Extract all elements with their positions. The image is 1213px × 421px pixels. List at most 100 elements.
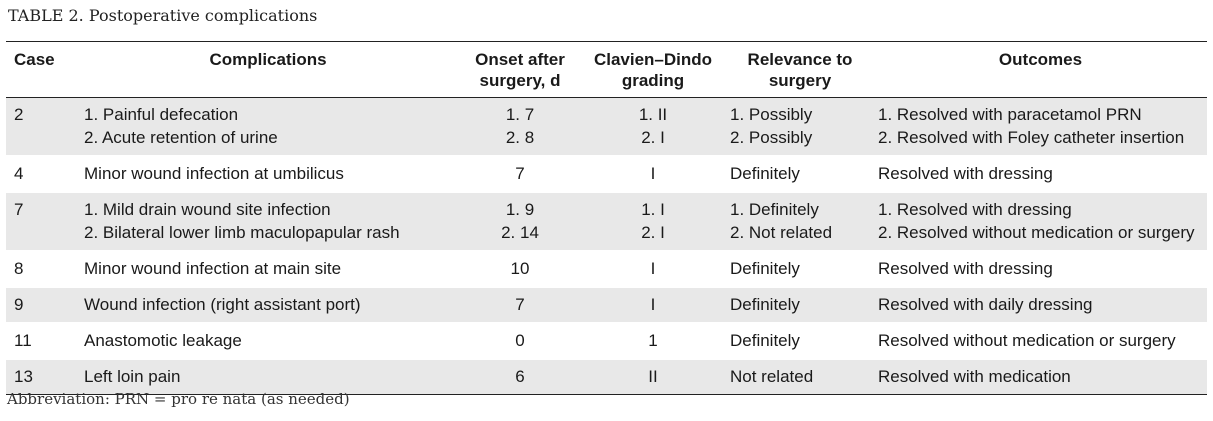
- header-case: Case: [6, 42, 80, 98]
- cell-onset: 10: [456, 250, 584, 287]
- table-row: 2 1. Painful defecation 2. Acute retention…: [6, 97, 1207, 157]
- cell-case: 2: [14, 105, 24, 124]
- cell-line: Not related: [730, 367, 814, 386]
- cell-line: 1: [648, 331, 658, 350]
- table-row: 4 Minor wound infection at umbilicus 7 I Def…: [6, 155, 1207, 192]
- header-line: grading: [621, 71, 685, 90]
- cell-grading: I: [584, 286, 722, 323]
- cell-line: Definitely: [730, 295, 800, 314]
- cell-complications: Minor wound infection at main site: [80, 250, 456, 287]
- cell-grading: 1. I 2. I: [584, 191, 722, 251]
- cell-onset: 6: [456, 358, 584, 395]
- cell-line: 2. Bilateral lower limb maculopapular ra…: [84, 223, 400, 242]
- cell-grading: II: [584, 358, 722, 395]
- cell-line: Wound infection (right assistant port): [84, 295, 361, 314]
- cell-relevance: Not related: [722, 358, 874, 395]
- table-number: TABLE 2.: [8, 6, 84, 25]
- cell-line: Resolved with daily dressing: [878, 295, 1093, 314]
- cell-line: 2. Possibly: [730, 128, 813, 147]
- cell-case: 7: [6, 191, 80, 251]
- cell-line: Resolved with medication: [878, 367, 1071, 386]
- table-title: Postoperative complications: [88, 6, 318, 25]
- header-line: Onset after: [475, 50, 565, 69]
- cell-outcomes: Resolved with dressing: [874, 250, 1207, 287]
- cell-line: Anastomotic leakage: [84, 331, 242, 350]
- cell-onset: 1. 9 2. 14: [456, 191, 584, 251]
- cell-grading: 1: [584, 322, 722, 359]
- cell-complications: Wound infection (right assistant port): [80, 286, 456, 323]
- header-line: Outcomes: [998, 50, 1083, 69]
- table-body: 2 1. Painful defecation 2. Acute retention…: [6, 97, 1207, 395]
- cell-case: 9: [6, 286, 80, 323]
- cell-line: 1. Painful defecation: [84, 105, 239, 124]
- cell-line: 1. 9: [505, 200, 535, 219]
- cell-complications: 1. Painful defecation 2. Acute retention …: [80, 98, 456, 157]
- cell-outcomes: 1. Resolved with paracetamol PRN 2. Resol…: [874, 98, 1207, 157]
- cell-outcomes: 1. Resolved with dressing 2. Resolved wit…: [874, 191, 1207, 251]
- cell-line: 6: [515, 367, 525, 386]
- header-line: Case: [14, 50, 55, 69]
- header-grading: Clavien–Dindo grading: [584, 42, 722, 98]
- cell-line: 2. Not related: [730, 223, 833, 242]
- cell-line: Definitely: [730, 331, 800, 350]
- cell-line: Resolved with dressing: [878, 164, 1053, 183]
- cell-line: Definitely: [730, 164, 800, 183]
- cell-line: 1. Mild drain wound site infection: [84, 200, 331, 219]
- cell-line: Minor wound infection at main site: [84, 259, 342, 278]
- cell-case: 11: [6, 322, 80, 359]
- cell-outcomes: Resolved without medication or surgery: [874, 322, 1207, 359]
- cell-complications: Left loin pain: [80, 358, 456, 395]
- cell-line: 1. I: [641, 200, 665, 219]
- cell-relevance: Definitely: [722, 250, 874, 287]
- cell-line: I: [650, 259, 656, 278]
- header-line: surgery: [768, 71, 832, 90]
- cell-relevance: 1. Possibly 2. Possibly: [722, 98, 874, 157]
- cell-onset: 0: [456, 322, 584, 359]
- cell-line: 0: [515, 331, 525, 350]
- cell-grading: I: [584, 250, 722, 287]
- cell-outcomes: Resolved with medication: [874, 358, 1207, 395]
- header-line: Relevance to: [747, 50, 853, 69]
- cell-line: 2. 8: [505, 128, 535, 147]
- cell-line: Resolved without medication or surgery: [878, 331, 1176, 350]
- cell-line: 1. Possibly: [730, 105, 813, 124]
- cell-onset: 1. 7 2. 8: [456, 98, 584, 157]
- footnote: Abbreviation: PRN = pro re nata (as need…: [7, 390, 350, 408]
- cell-onset: 7: [456, 155, 584, 192]
- cell-line: 1. Resolved with paracetamol PRN: [878, 105, 1142, 124]
- cell-complications: Anastomotic leakage: [80, 322, 456, 359]
- cell-line: Left loin pain: [84, 367, 181, 386]
- header-complications: Complications: [80, 42, 456, 98]
- cell-line: 1. Definitely: [730, 200, 819, 219]
- cell-line: 2. Resolved without medication or surger…: [878, 223, 1195, 242]
- cell-grading: 1. II 2. I: [584, 98, 722, 157]
- header-line: surgery, d: [479, 71, 561, 90]
- cell-case: 4: [6, 155, 80, 192]
- cell-line: I: [650, 164, 656, 183]
- cell-line: 1. 7: [505, 105, 535, 124]
- table-row: 13 Left loin pain 6 II Not related Resolved w…: [6, 358, 1207, 395]
- cell-grading: I: [584, 155, 722, 192]
- header-relevance: Relevance to surgery: [722, 42, 874, 98]
- cell-line: 10: [510, 259, 530, 278]
- cell-relevance: 1. Definitely 2. Not related: [722, 191, 874, 251]
- header-line: Complications: [209, 50, 327, 69]
- cell-line: 7: [515, 164, 525, 183]
- cell-case: 8: [6, 250, 80, 287]
- table-row: 9 Wound infection (right assistant port) 7…: [6, 286, 1207, 323]
- cell-line: 7: [515, 295, 525, 314]
- cell-relevance: Definitely: [722, 155, 874, 192]
- cell-outcomes: Resolved with daily dressing: [874, 286, 1207, 323]
- cell-line: Definitely: [730, 259, 800, 278]
- cell-case: 13: [6, 358, 80, 395]
- cell-line: Minor wound infection at umbilicus: [84, 164, 344, 183]
- table-row: 7 1. Mild drain wound site infection 2. Bi…: [6, 191, 1207, 251]
- cell-complications: Minor wound infection at umbilicus: [80, 155, 456, 192]
- complications-table: Case Complications Onset after surgery, d…: [6, 41, 1207, 395]
- table-caption: TABLE 2. Postoperative complications: [8, 6, 317, 25]
- header-row: Case Complications Onset after surgery, d…: [6, 41, 1207, 98]
- cell-relevance: Definitely: [722, 322, 874, 359]
- table-row: 8 Minor wound infection at main site 10 I De…: [6, 250, 1207, 287]
- cell-relevance: Definitely: [722, 286, 874, 323]
- cell-outcomes: Resolved with dressing: [874, 155, 1207, 192]
